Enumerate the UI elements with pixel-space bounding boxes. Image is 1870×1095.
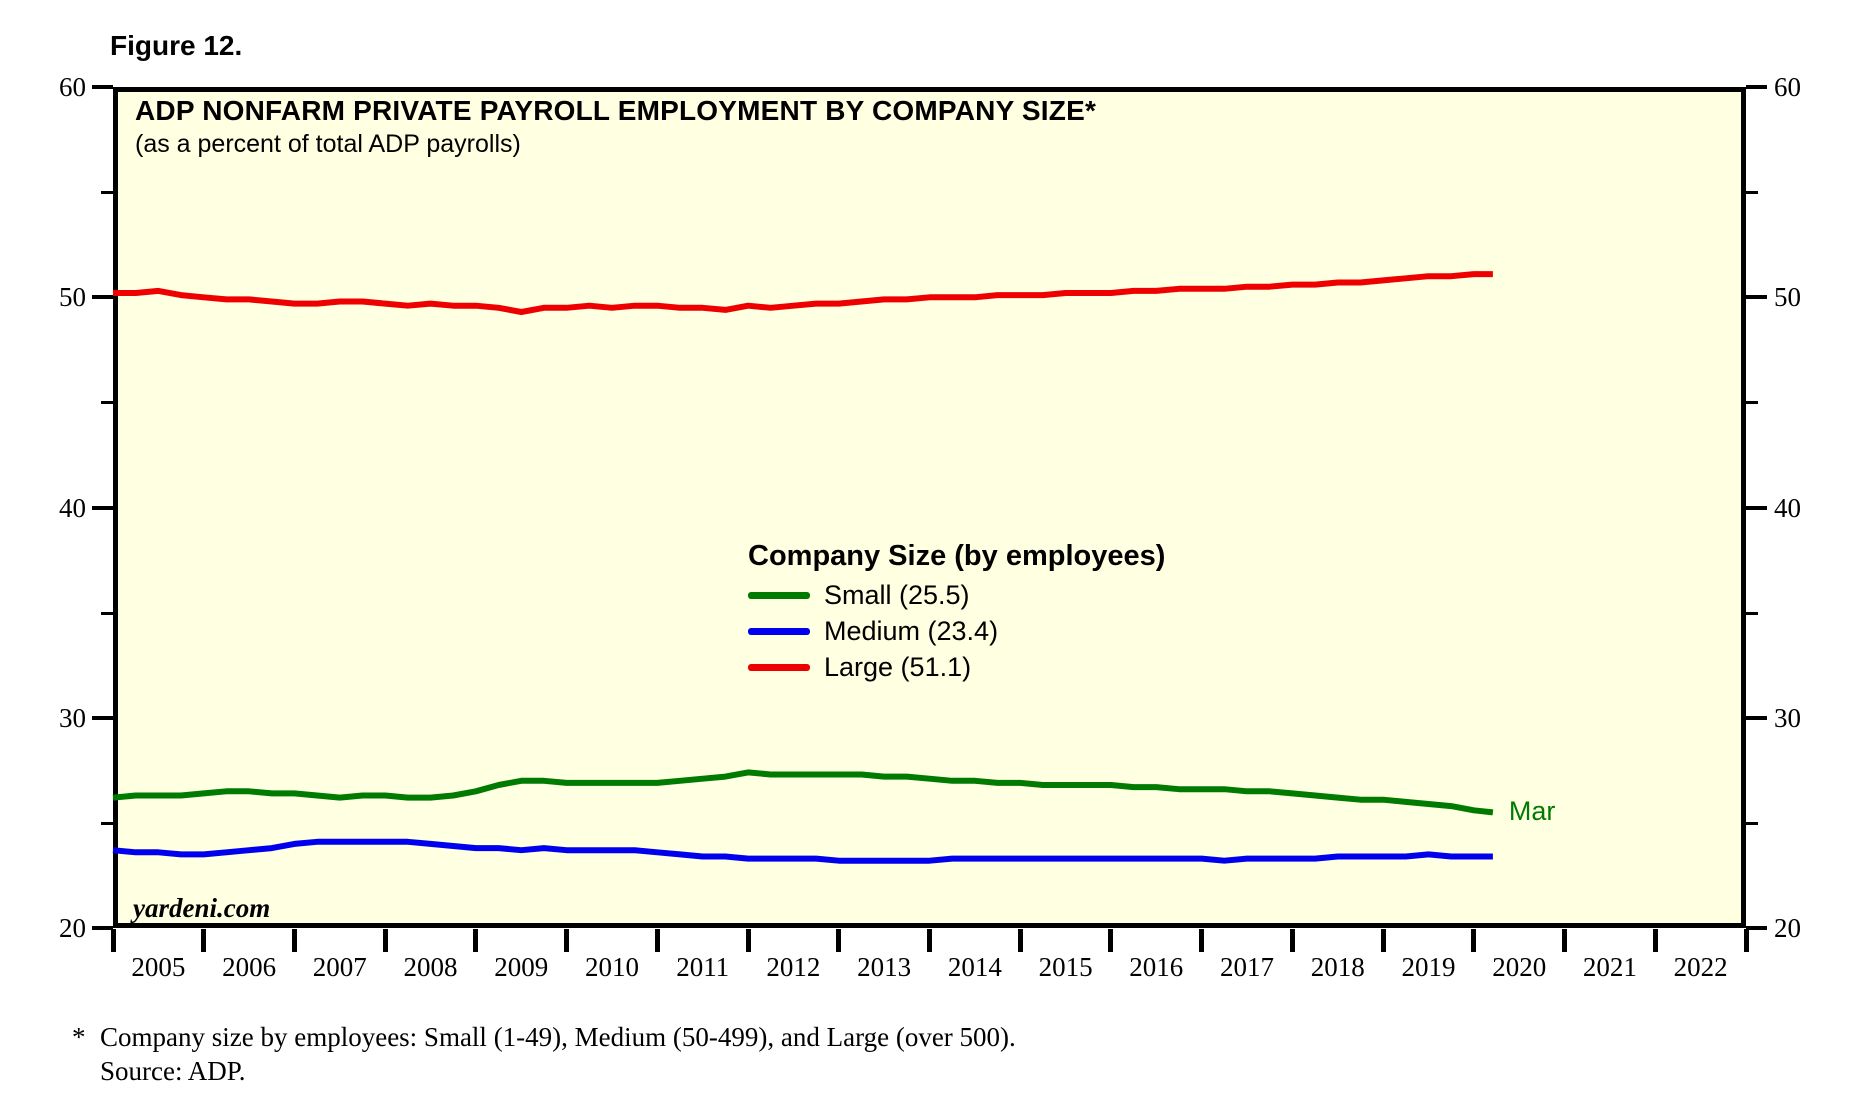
x-axis-year-label: 2008 [403, 952, 458, 982]
x-axis-year-label: 2019 [1401, 952, 1456, 982]
x-axis-tick [1289, 929, 1295, 952]
legend-swatch-icon [748, 627, 810, 635]
y-axis-label: 40 [1774, 492, 1801, 523]
footnote-marker: * [72, 1022, 86, 1052]
x-axis-tick [1652, 929, 1658, 952]
legend-swatch-icon [748, 663, 810, 671]
legend-item: Medium (23.4) [745, 613, 1165, 649]
x-axis-tick [291, 929, 297, 952]
y-axis-label: 50 [59, 282, 86, 313]
x-axis-tick [201, 929, 207, 952]
x-axis-tick [382, 929, 388, 952]
watermark-yardeni: yardeni.com [133, 893, 271, 923]
footnote-line2: Source: ADP. [100, 1056, 246, 1086]
y-axis-minor-tick [1746, 401, 1758, 405]
legend-title: Company Size (by employees) [748, 540, 1166, 572]
legend-items: Small (25.5) Medium (23.4) Large (51.1) [745, 577, 1165, 685]
y-axis-minor-tick [101, 611, 113, 615]
y-axis-minor-tick [1746, 191, 1758, 195]
footnote: * Company size by employees: Small (1-49… [72, 1020, 1016, 1088]
y-axis-tick [92, 505, 113, 510]
legend-swatch-icon [748, 591, 810, 599]
footnote-line1: Company size by employees: Small (1-49),… [100, 1022, 1016, 1052]
x-axis-year-label: 2010 [584, 952, 639, 982]
x-axis-tick [654, 929, 660, 952]
y-axis-tick [1746, 295, 1767, 300]
y-axis-label: 50 [1774, 282, 1801, 313]
x-axis-year-label: 2016 [1129, 952, 1184, 982]
footnote-lines: Company size by employees: Small (1-49),… [100, 1020, 1016, 1088]
x-axis-year-label: 2005 [131, 952, 186, 982]
x-axis-year-label: 2013 [857, 952, 912, 982]
x-axis-tick [110, 929, 116, 952]
x-axis-year-label: 2007 [312, 952, 367, 982]
y-axis-label: 20 [1774, 913, 1801, 943]
y-axis-tick [92, 926, 113, 930]
x-axis-tick [1471, 929, 1477, 952]
x-axis-year-label: 2012 [766, 952, 821, 982]
y-axis-tick [92, 85, 113, 89]
chart-title: ADP NONFARM PRIVATE PAYROLL EMPLOYMENT B… [135, 95, 1097, 126]
legend-item: Large (51.1) [745, 649, 1165, 685]
y-axis-minor-tick [101, 401, 113, 405]
legend-label: Small (25.5) [824, 579, 970, 610]
x-axis-year-label: 2015 [1038, 952, 1093, 982]
x-axis-year-label: 2011 [676, 952, 730, 982]
x-axis-tick [1199, 929, 1205, 952]
x-axis-year-label: 2020 [1492, 952, 1547, 982]
legend-label: Medium (23.4) [824, 615, 999, 646]
y-axis-minor-tick [101, 821, 113, 825]
y-axis-tick [92, 295, 113, 300]
x-axis-year-label: 2022 [1673, 952, 1728, 982]
x-axis-year-label: 2009 [494, 952, 549, 982]
x-axis-year-label: 2006 [222, 952, 277, 982]
y-axis-minor-tick [1746, 821, 1758, 825]
x-axis-year-label: 2021 [1582, 952, 1637, 982]
y-axis-tick [1746, 85, 1767, 89]
chart-subtitle: (as a percent of total ADP payrolls) [135, 130, 521, 158]
y-axis-tick [92, 715, 113, 720]
x-axis-tick [1108, 929, 1114, 952]
x-axis-tick [836, 929, 842, 952]
x-axis-tick [1380, 929, 1386, 952]
plot-area [113, 87, 1746, 928]
y-axis-minor-tick [101, 191, 113, 195]
y-axis-label: 20 [59, 913, 86, 943]
x-axis-tick [473, 929, 479, 952]
legend-label: Large (51.1) [824, 651, 972, 682]
y-axis-label: 40 [59, 492, 86, 523]
y-axis-label: 30 [59, 702, 86, 733]
x-axis-tick [1562, 929, 1568, 952]
y-axis-tick [1746, 926, 1767, 930]
x-axis-tick [745, 929, 751, 952]
x-axis-year-label: 2018 [1310, 952, 1365, 982]
x-axis-tick [564, 929, 570, 952]
legend: Company Size (by employees) Small (25.5)… [745, 540, 1165, 685]
series-end-label: Mar [1508, 796, 1556, 827]
figure-label: Figure 12. [110, 30, 243, 61]
x-axis-tick [1017, 929, 1023, 952]
legend-item: Small (25.5) [745, 577, 1165, 613]
y-axis-tick [1746, 715, 1767, 720]
x-axis-year-label: 2014 [947, 952, 1002, 982]
y-axis-tick [1746, 505, 1767, 510]
x-axis-tick [1743, 929, 1749, 952]
x-axis-tick [927, 929, 932, 952]
y-axis-label: 60 [59, 72, 86, 102]
y-axis-label: 60 [1774, 72, 1801, 102]
x-axis-year-label: 2017 [1220, 952, 1275, 982]
y-axis-minor-tick [1746, 611, 1758, 615]
y-axis-label: 30 [1774, 702, 1801, 733]
